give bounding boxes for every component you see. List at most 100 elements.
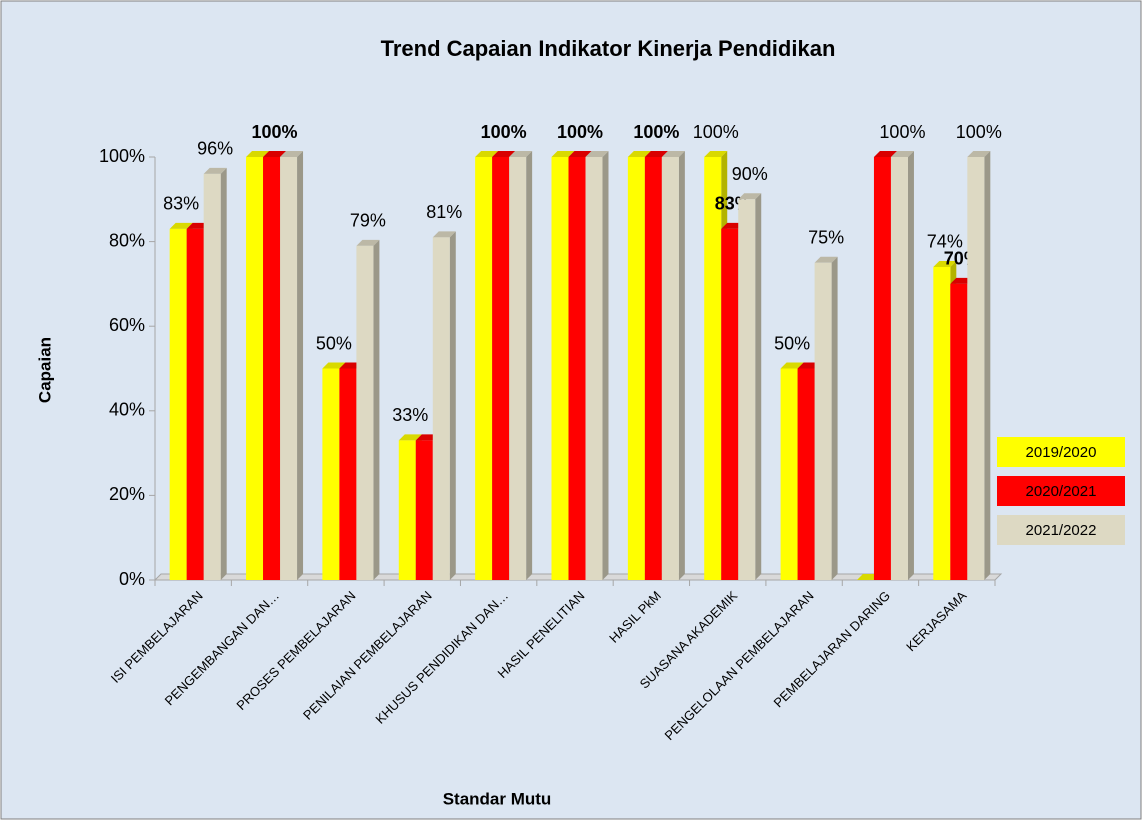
bar [797,368,815,580]
bar [721,228,739,580]
bar-top [585,151,609,157]
bar [644,157,662,580]
bar-top [246,151,270,157]
bar-side [831,256,838,580]
bar-top [738,193,762,200]
bar-top [398,434,422,441]
bar-side [297,151,304,580]
bar-top [933,260,957,267]
bar [169,228,187,580]
data-label: 83% [163,194,199,214]
data-label: 100% [693,122,739,142]
data-label: 33% [392,405,428,425]
data-label: 74% [927,232,963,252]
bar-top [551,151,575,157]
data-label: 90% [732,164,768,184]
bar-top [475,151,499,157]
bar [950,283,968,580]
bar-side [526,151,533,580]
bar-top [873,151,897,157]
bar-side [984,151,991,580]
bar [967,157,985,580]
bar-top [967,151,991,157]
bar [432,237,450,580]
bar-top [780,362,804,369]
data-label: 96% [197,139,233,159]
bar-top [661,151,685,157]
bar [356,245,374,580]
bar-top [644,151,668,157]
legend-swatch [997,515,1125,545]
bar-side [678,151,685,580]
data-label: 100% [633,122,679,142]
y-tick-label: 100% [99,146,145,166]
bar-top [263,151,287,157]
bar-top [280,151,304,157]
bar [551,157,569,580]
bar-side [373,239,380,580]
y-tick-label: 40% [109,400,145,420]
y-axis-label: Capaian [35,337,54,403]
bar [933,266,951,580]
bar-side [602,151,609,580]
y-tick-label: 80% [109,230,145,250]
bar [627,157,645,580]
x-axis-label: Standar Mutu [443,789,552,808]
bar [890,157,908,580]
bar [738,199,756,581]
legend-swatch [997,476,1125,506]
data-label: 100% [879,122,925,142]
data-label: 81% [426,202,462,222]
bar [339,368,357,580]
data-label: 50% [774,333,810,353]
legend-label: 2021/2022 [1026,522,1097,539]
bar [704,157,722,580]
data-label: 79% [350,211,386,231]
bar-top [890,151,914,157]
y-tick-label: 20% [109,484,145,504]
legend-label: 2019/2020 [1026,444,1097,461]
data-label: 50% [316,333,352,353]
bar-side [220,167,227,581]
bar [873,157,891,580]
bar [203,173,221,581]
bar-side [755,193,762,581]
bar [814,262,832,580]
bar-top [356,239,380,246]
bar [585,157,603,580]
chart-title: Trend Capaian Indikator Kinerja Pendidik… [381,36,836,61]
data-label: 100% [252,122,298,142]
bar-top [814,256,838,263]
data-label: 100% [956,122,1002,142]
bar-top [704,151,728,157]
bar-top [509,151,533,157]
bar [280,157,298,580]
bar-top [627,151,651,157]
bar [661,157,679,580]
bar-top [492,151,516,157]
bar [475,157,493,580]
bar-side [449,231,456,580]
bar [415,440,433,580]
bar-top [169,222,193,229]
bar [398,440,416,580]
bar [186,228,204,580]
bar-top [432,231,456,238]
bar-side [907,151,914,580]
bar [246,157,264,580]
y-tick-label: 0% [119,569,145,589]
bar-top [322,362,346,369]
data-label: 100% [557,122,603,142]
legend-swatch [997,437,1125,467]
bar [492,157,510,580]
y-tick-label: 60% [109,315,145,335]
bar [322,368,340,580]
bar [568,157,586,580]
data-label: 100% [481,122,527,142]
bar [780,368,798,580]
bar-top [568,151,592,157]
legend-label: 2020/2021 [1026,483,1097,500]
bar-top [203,167,227,174]
data-label: 75% [808,228,844,248]
